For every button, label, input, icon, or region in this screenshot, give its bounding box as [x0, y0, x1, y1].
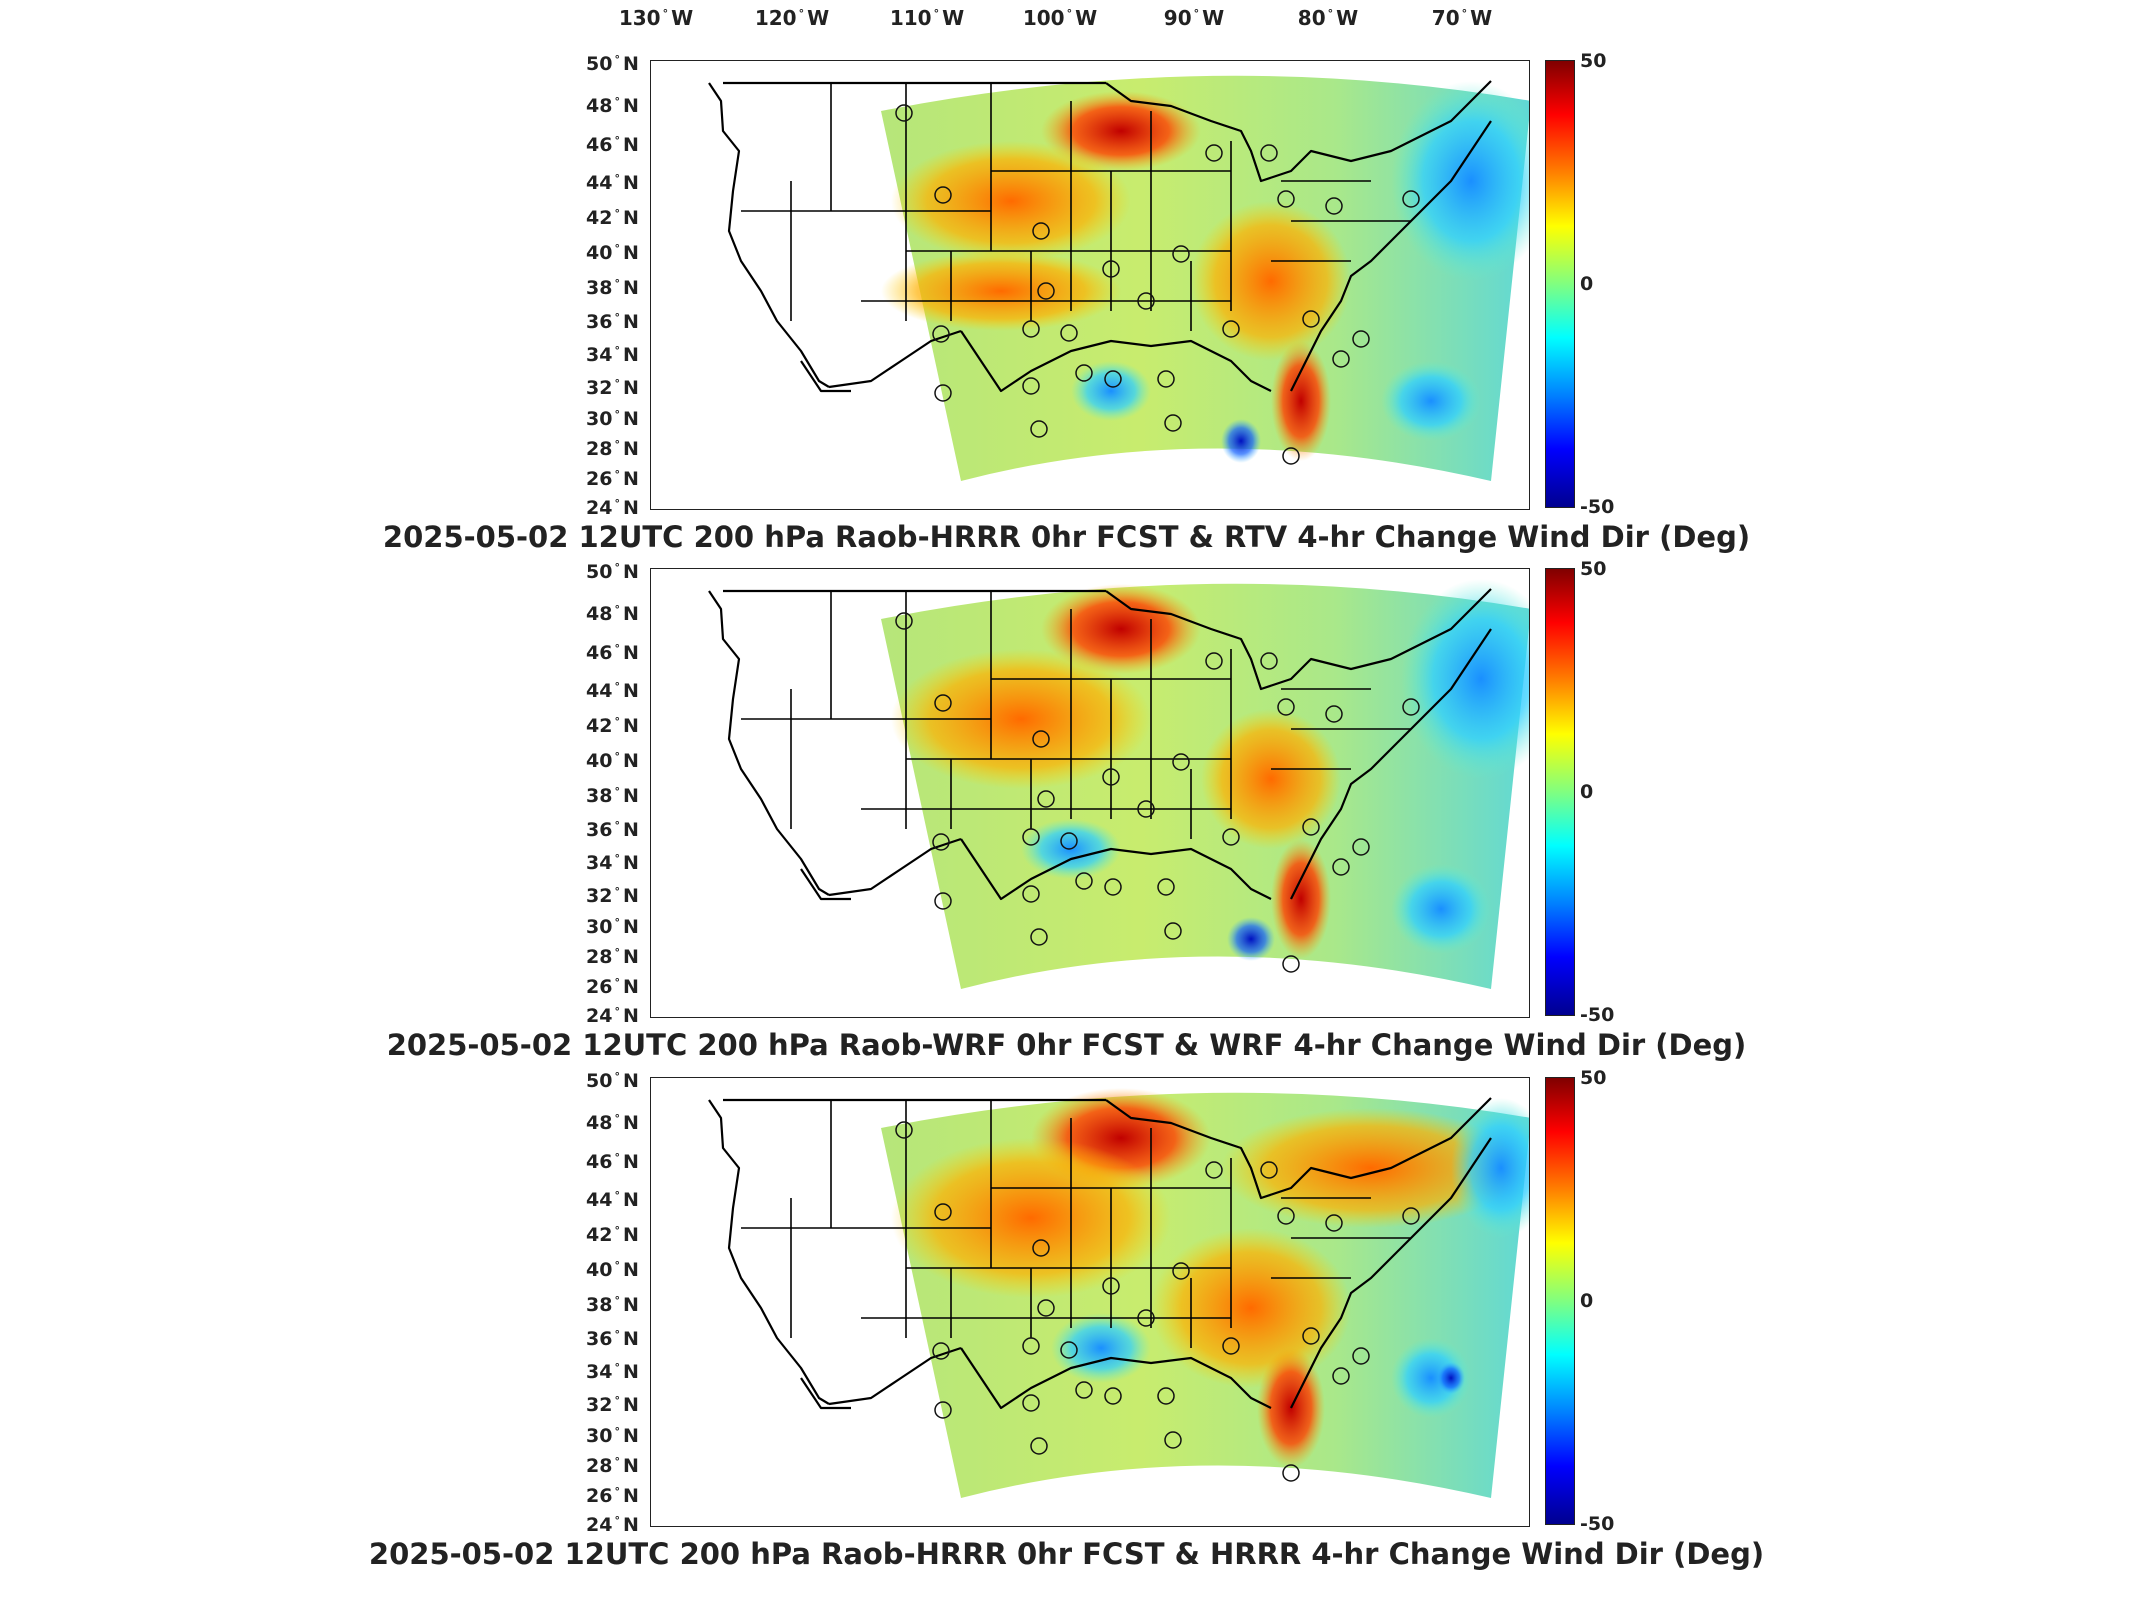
cool-anomaly — [1401, 579, 1529, 779]
lon-label-110w: 110 ° W — [889, 6, 965, 30]
lat-label: 38 ° N — [586, 784, 639, 808]
lat-label: 26 ° N — [586, 467, 639, 491]
colorbar-max-label: 50 — [1580, 558, 1607, 580]
lon-label-70w: 70 ° W — [1431, 6, 1493, 30]
hot-anomaly — [1271, 341, 1331, 461]
lat-label: 46 ° N — [586, 133, 639, 157]
panel-title: 2025-05-02 12UTC 200 hPa Raob-HRRR 0hr F… — [382, 520, 1751, 554]
lat-label: 42 ° N — [586, 1223, 639, 1247]
lat-label: 32 ° N — [586, 1393, 639, 1417]
lon-label-120w: 120 ° W — [754, 6, 830, 30]
lat-label: 30 ° N — [586, 1424, 639, 1448]
warm-anomaly — [1191, 201, 1351, 361]
lat-label: 30 ° N — [586, 915, 639, 939]
colorbar-mid-label: 0 — [1580, 273, 1594, 295]
lat-label: 46 ° N — [586, 641, 639, 665]
lat-label: 48 ° N — [586, 602, 639, 626]
colorbar-mid-label: 0 — [1580, 1290, 1594, 1312]
lat-label: 50 ° N — [586, 560, 639, 584]
warm-anomaly — [881, 251, 1121, 331]
lat-label: 28 ° N — [586, 437, 639, 461]
panel-title: 2025-05-02 12UTC 200 hPa Raob-WRF 0hr FC… — [386, 1028, 1747, 1062]
cool-anomaly — [1451, 1098, 1529, 1238]
colorbar-max-label: 50 — [1580, 50, 1607, 72]
lat-label: 26 ° N — [586, 975, 639, 999]
colorbar — [1545, 1077, 1575, 1525]
lat-label: 44 ° N — [586, 1188, 639, 1212]
lat-label: 38 ° N — [586, 1293, 639, 1317]
lon-label-80w: 80 ° W — [1297, 6, 1359, 30]
lat-label: 26 ° N — [586, 1484, 639, 1508]
lat-label: 24 ° N — [586, 1004, 639, 1028]
lat-label: 40 ° N — [586, 241, 639, 265]
warm-anomaly — [1151, 1228, 1351, 1388]
colorbar — [1545, 568, 1575, 1016]
lon-label-90w: 90 ° W — [1163, 6, 1225, 30]
cold-anomaly — [1221, 419, 1261, 463]
raob-stations — [895, 612, 1420, 973]
map-plot — [650, 568, 1530, 1018]
lat-label: 40 ° N — [586, 749, 639, 773]
lat-label: 32 ° N — [586, 376, 639, 400]
lat-label: 44 ° N — [586, 171, 639, 195]
colorbar-min-label: -50 — [1580, 496, 1615, 518]
lat-label: 38 ° N — [586, 276, 639, 300]
cool-anomaly — [1391, 864, 1491, 954]
cool-anomaly — [1071, 361, 1151, 421]
hot-anomaly — [1271, 839, 1331, 959]
colorbar-max-label: 50 — [1580, 1067, 1607, 1089]
hot-anomaly — [1041, 584, 1201, 674]
lat-label: 34 ° N — [586, 1360, 639, 1384]
lat-label: 50 ° N — [586, 1069, 639, 1093]
warm-anomaly — [891, 1138, 1171, 1298]
lat-label: 36 ° N — [586, 818, 639, 842]
lat-label: 50 ° N — [586, 52, 639, 76]
raob-stations — [895, 104, 1420, 465]
warm-anomaly — [891, 649, 1151, 789]
cool-anomaly — [1391, 1338, 1471, 1418]
lat-label: 30 ° N — [586, 407, 639, 431]
cool-anomaly — [1381, 361, 1481, 441]
lat-label: 34 ° N — [586, 343, 639, 367]
lat-label: 24 ° N — [586, 496, 639, 520]
colorbar — [1545, 60, 1575, 508]
colorbar-min-label: -50 — [1580, 1004, 1615, 1026]
lat-label: 24 ° N — [586, 1513, 639, 1537]
lat-label: 36 ° N — [586, 310, 639, 334]
colorbar-mid-label: 0 — [1580, 781, 1594, 803]
lat-label: 34 ° N — [586, 851, 639, 875]
lon-label-130w: 130 ° W — [618, 6, 694, 30]
warm-anomaly — [891, 141, 1131, 261]
lat-label: 44 ° N — [586, 679, 639, 703]
map-plot — [650, 60, 1530, 510]
cold-anomaly — [1437, 1362, 1465, 1394]
cold-anomaly — [1227, 917, 1275, 961]
lat-label: 36 ° N — [586, 1327, 639, 1351]
lat-label: 28 ° N — [586, 1454, 639, 1478]
lon-label-100w: 100 ° W — [1022, 6, 1098, 30]
lat-label: 40 ° N — [586, 1258, 639, 1282]
hot-anomaly — [1041, 91, 1201, 171]
panel-title: 2025-05-02 12UTC 200 hPa Raob-HRRR 0hr F… — [368, 1537, 1765, 1571]
colorbar-min-label: -50 — [1580, 1513, 1615, 1535]
cool-anomaly — [1051, 1313, 1151, 1383]
warm-anomaly — [1201, 709, 1341, 849]
lat-label: 48 ° N — [586, 94, 639, 118]
lat-label: 32 ° N — [586, 884, 639, 908]
lat-label: 46 ° N — [586, 1150, 639, 1174]
lat-label: 42 ° N — [586, 206, 639, 230]
lat-label: 48 ° N — [586, 1111, 639, 1135]
cool-anomaly — [1391, 81, 1529, 281]
raob-stations — [895, 1121, 1420, 1482]
lat-label: 28 ° N — [586, 945, 639, 969]
lat-label: 42 ° N — [586, 714, 639, 738]
map-plot — [650, 1077, 1530, 1527]
